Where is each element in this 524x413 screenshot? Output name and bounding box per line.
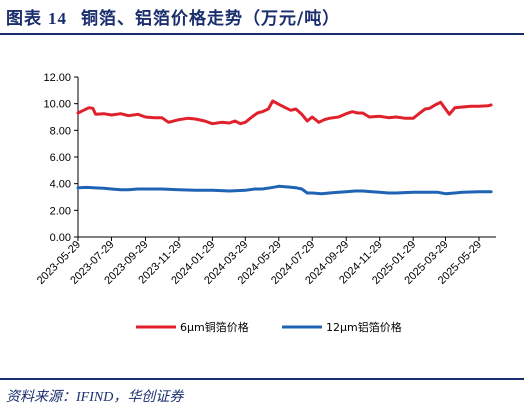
figure-title: 铜箔、铝箔价格走势（万元/吨） (81, 9, 341, 29)
legend-label-aluminum: 12μm铝箔价格 (326, 320, 402, 334)
series-layer (76, 99, 493, 196)
y-tick-label: 2.00 (50, 205, 71, 217)
y-tick-label: 0.00 (50, 232, 71, 244)
chart-axes (74, 76, 496, 241)
y-tick-label: 8.00 (50, 125, 71, 137)
copper-price-line (76, 99, 493, 126)
legend-label-copper: 6μm铜箔价格 (180, 320, 249, 334)
figure-number: 14 (48, 9, 67, 28)
figure-label: 图表 (6, 9, 42, 29)
footer-divider (0, 378, 524, 380)
y-tick-label: 10.00 (43, 99, 71, 111)
tick-labels: 0.002.004.006.008.0010.0012.002023-05-29… (35, 72, 484, 287)
source-note: 资料来源：IFIND，华创证券 (6, 390, 184, 405)
chart-title: 图表 14 铜箔、铝箔价格走势（万元/吨） (6, 4, 340, 29)
chart-legend: 6μm铜箔价格 12μm铝箔价格 (136, 320, 402, 334)
y-tick-label: 6.00 (50, 152, 71, 164)
y-tick-label: 12.00 (43, 72, 71, 84)
aluminum-price-line (76, 184, 493, 196)
title-divider (0, 33, 524, 35)
y-tick-label: 4.00 (50, 179, 71, 191)
